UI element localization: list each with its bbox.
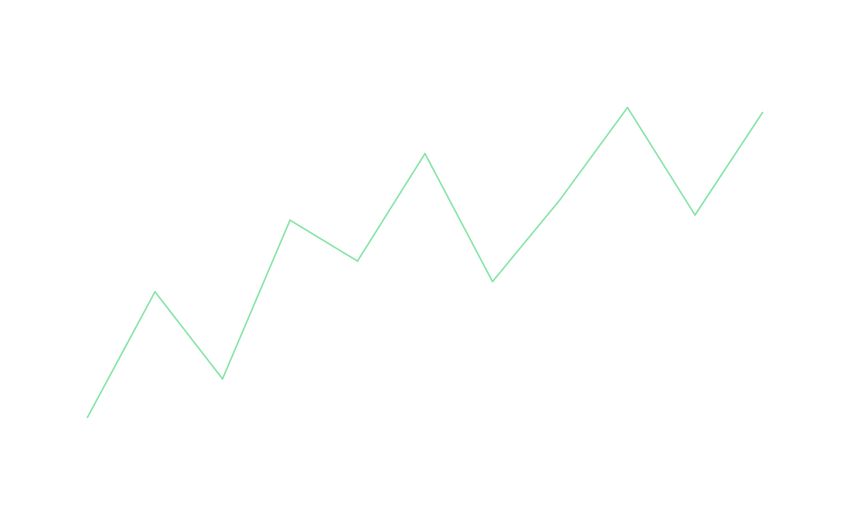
data-point-0-2 (221, 378, 224, 380)
data-point-0-3 (289, 219, 291, 221)
data-point-0-8 (626, 106, 629, 109)
data-point-0-1 (154, 291, 156, 293)
data-point-0-10 (761, 111, 764, 114)
data-point-0-4 (356, 260, 359, 262)
data-point-0-9 (694, 214, 696, 216)
data-point-0-0 (86, 416, 89, 419)
data-point-0-7 (559, 198, 561, 201)
series-layer (86, 106, 764, 419)
data-point-0-5 (424, 152, 426, 155)
data-point-0-6 (491, 280, 494, 283)
